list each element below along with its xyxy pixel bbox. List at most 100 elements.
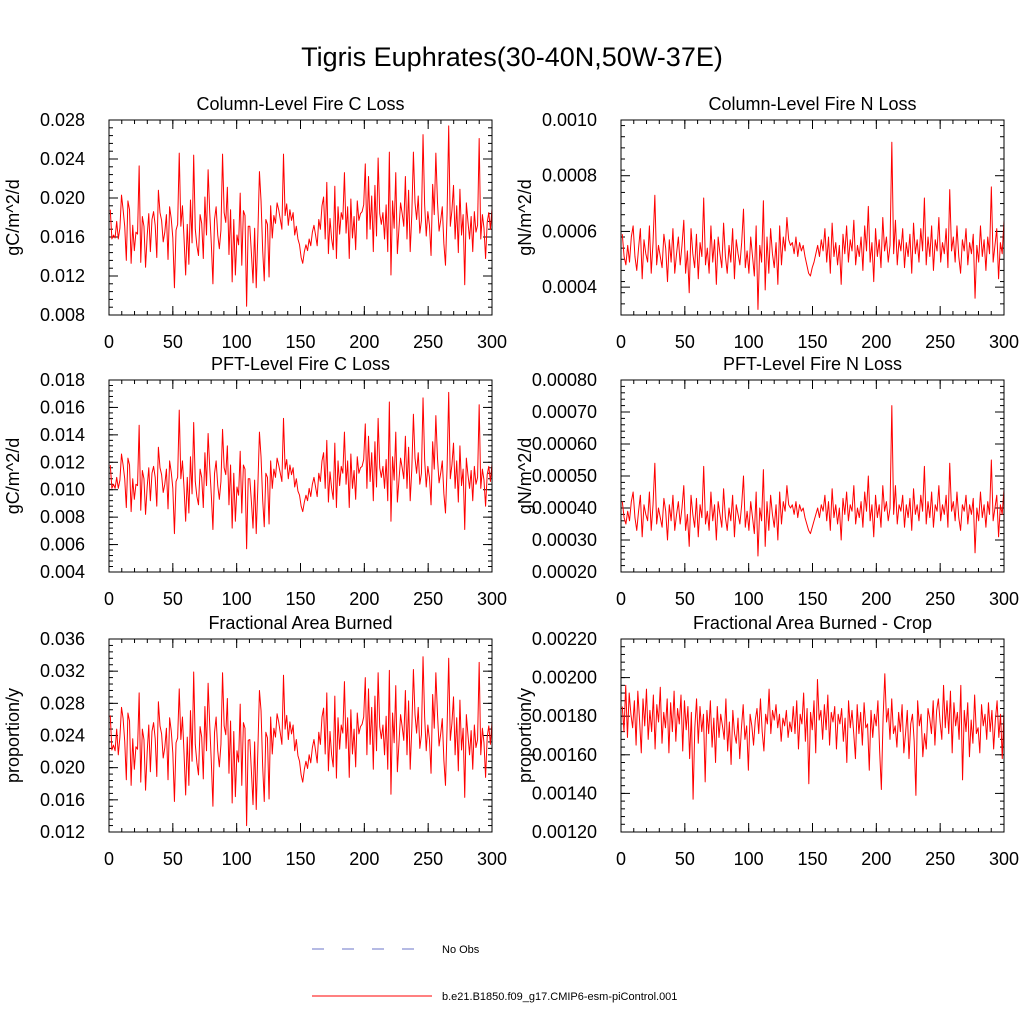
y-tick-label: 0.016: [40, 397, 85, 417]
x-tick-label: 0: [104, 849, 114, 869]
y-tick-label: 0.00060: [532, 434, 597, 454]
series-line: [109, 125, 492, 307]
chart-title: Fractional Area Burned: [208, 613, 392, 633]
chart-title: PFT-Level Fire N Loss: [723, 354, 902, 374]
x-tick-label: 250: [413, 849, 443, 869]
x-tick-label: 0: [616, 589, 626, 609]
x-tick-label: 100: [222, 849, 252, 869]
plot-frame: [108, 638, 493, 833]
x-tick-label: 50: [163, 849, 183, 869]
x-tick-label: 150: [285, 589, 315, 609]
y-tick-label: 0.020: [40, 188, 85, 208]
x-tick-label: 50: [675, 849, 695, 869]
y-tick-label: 0.004: [40, 562, 85, 582]
chart-panel-2: Column-Level Fire N Loss gN/m^2/d 0 50 100 15…: [515, 94, 1019, 352]
x-tick-label: 300: [477, 849, 507, 869]
x-tick-label: 200: [861, 332, 891, 352]
x-tick-label: 250: [925, 332, 955, 352]
x-tick-label: 250: [413, 332, 443, 352]
x-tick-label: 250: [925, 849, 955, 869]
x-tick-label: 300: [989, 332, 1019, 352]
x-tick-label: 100: [734, 332, 764, 352]
x-tick-label: 0: [616, 332, 626, 352]
chart-panel-1: Column-Level Fire C Loss gC/m^2/d 0 50 100 15…: [3, 94, 507, 352]
plot-frame: [620, 119, 1005, 316]
x-tick-label: 100: [734, 849, 764, 869]
y-tick-label: 0.00050: [532, 466, 597, 486]
x-tick-label: 300: [477, 589, 507, 609]
x-tick-label: 150: [797, 332, 827, 352]
plot-frame: [620, 638, 1005, 833]
y-tick-label: 0.016: [40, 227, 85, 247]
y-tick-label: 0.024: [40, 149, 85, 169]
y-tick-label: 0.036: [40, 629, 85, 649]
x-tick-label: 150: [797, 849, 827, 869]
y-tick-label: 0.00030: [532, 530, 597, 550]
legend-obs-label: No Obs: [442, 944, 480, 956]
series-line: [621, 405, 1004, 557]
y-axis-label: gC/m^2/d: [3, 179, 23, 255]
x-tick-label: 200: [349, 332, 379, 352]
x-tick-label: 250: [925, 589, 955, 609]
x-tick-label: 200: [349, 589, 379, 609]
y-tick-label: 0.012: [40, 266, 85, 286]
y-tick-label: 0.028: [40, 110, 85, 130]
series-line: [621, 141, 1004, 310]
x-tick-label: 50: [675, 589, 695, 609]
y-tick-label: 0.010: [40, 480, 85, 500]
x-tick-label: 300: [989, 849, 1019, 869]
y-tick-label: 0.008: [40, 507, 85, 527]
x-tick-label: 0: [104, 332, 114, 352]
chart-title: Column-Level Fire C Loss: [196, 94, 404, 114]
y-tick-label: 0.00080: [532, 370, 597, 390]
y-tick-label: 0.00120: [532, 822, 597, 842]
y-tick-label: 0.012: [40, 452, 85, 472]
x-tick-label: 100: [734, 589, 764, 609]
plot-frame: [108, 119, 493, 316]
y-tick-label: 0.0006: [542, 221, 597, 241]
plot-frame: [108, 379, 493, 573]
y-tick-label: 0.020: [40, 758, 85, 778]
x-tick-label: 50: [675, 332, 695, 352]
y-tick-label: 0.0004: [542, 277, 597, 297]
x-tick-label: 300: [477, 332, 507, 352]
plot-frame: [620, 379, 1005, 573]
x-tick-label: 150: [797, 589, 827, 609]
x-tick-label: 150: [285, 332, 315, 352]
x-tick-label: 200: [861, 849, 891, 869]
x-tick-label: 250: [413, 589, 443, 609]
y-tick-label: 0.024: [40, 726, 85, 746]
x-tick-label: 0: [104, 589, 114, 609]
y-tick-label: 0.00160: [532, 745, 597, 765]
y-tick-label: 0.006: [40, 535, 85, 555]
y-tick-label: 0.00220: [532, 629, 597, 649]
y-tick-label: 0.00040: [532, 498, 597, 518]
x-tick-label: 100: [222, 332, 252, 352]
y-tick-label: 0.00070: [532, 402, 597, 422]
x-tick-label: 150: [285, 849, 315, 869]
chart-title: Column-Level Fire N Loss: [708, 94, 916, 114]
series-line: [109, 391, 492, 550]
chart-title: Fractional Area Burned - Crop: [693, 613, 932, 633]
y-tick-label: 0.00020: [532, 562, 597, 582]
y-tick-label: 0.028: [40, 693, 85, 713]
legend: No Obs b.e21.B1850.f09_g17.CMIP6-esm-piC…: [312, 944, 677, 1003]
x-tick-label: 0: [616, 849, 626, 869]
y-axis-label: proportion/y: [3, 688, 23, 783]
x-tick-label: 300: [989, 589, 1019, 609]
series-line: [109, 656, 492, 827]
x-tick-label: 100: [222, 589, 252, 609]
chart-title: PFT-Level Fire C Loss: [211, 354, 390, 374]
y-axis-label: gC/m^2/d: [3, 438, 23, 514]
y-tick-label: 0.0010: [542, 110, 597, 130]
x-tick-label: 200: [349, 849, 379, 869]
x-tick-label: 50: [163, 332, 183, 352]
y-tick-label: 0.016: [40, 790, 85, 810]
y-tick-label: 0.014: [40, 425, 85, 445]
x-tick-label: 50: [163, 589, 183, 609]
page-title: Tigris Euphrates(30-40N,50W-37E): [301, 42, 723, 72]
y-axis-label: proportion/y: [515, 688, 535, 783]
y-tick-label: 0.00180: [532, 706, 597, 726]
y-axis-label: gN/m^2/d: [515, 438, 535, 514]
